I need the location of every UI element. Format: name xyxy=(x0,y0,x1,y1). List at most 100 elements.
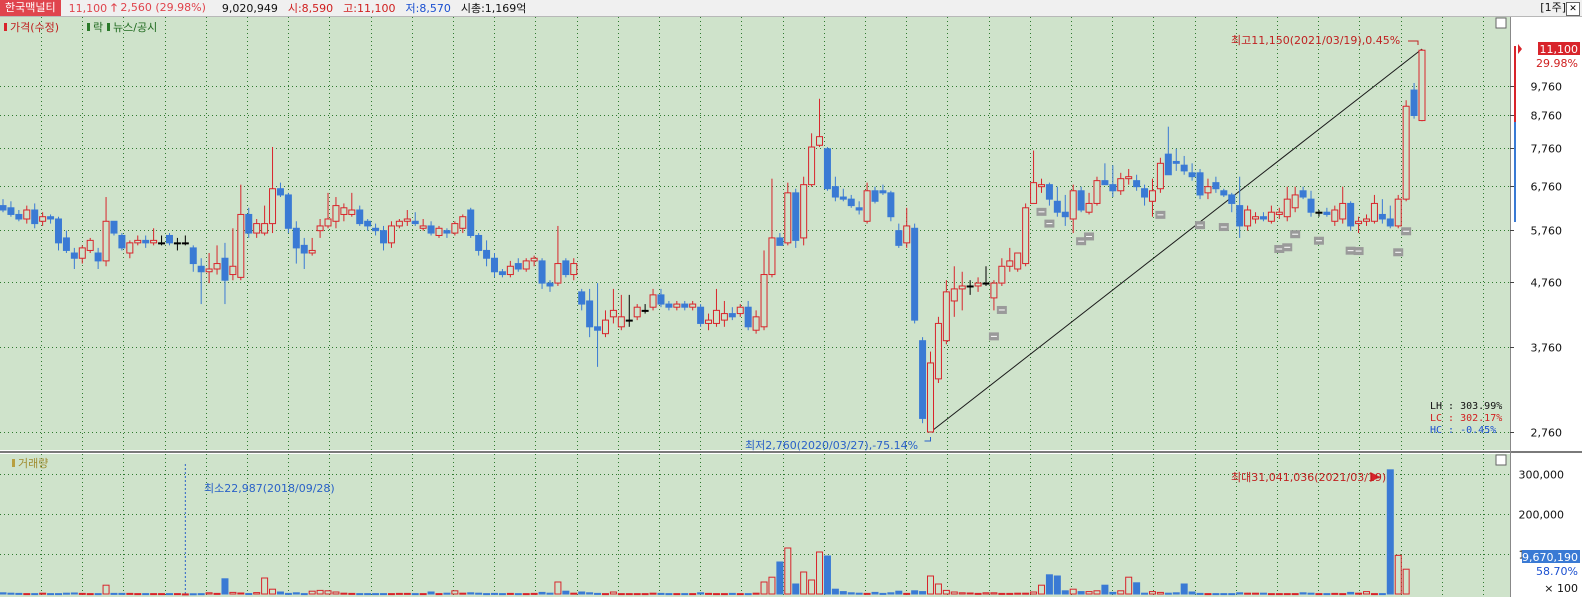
volume-bar xyxy=(1022,592,1030,595)
candle-body xyxy=(570,263,578,276)
volume-bar xyxy=(1014,592,1022,595)
up-arrow-icon: 🡑 xyxy=(111,0,117,14)
max-volume-marker xyxy=(1370,472,1381,482)
candle xyxy=(720,300,728,327)
candle xyxy=(855,201,863,215)
volume-bar xyxy=(173,593,181,596)
volume-legend-icon xyxy=(12,459,15,467)
news-legend[interactable]: 뉴스/공시 xyxy=(113,21,157,34)
volume-bar xyxy=(538,591,546,595)
volume-bar xyxy=(1125,576,1133,595)
candle-body xyxy=(1045,184,1053,200)
period-selector[interactable]: [1주] xyxy=(1540,0,1566,16)
candle-body xyxy=(1252,216,1260,220)
candle xyxy=(1164,126,1172,176)
candle xyxy=(372,223,380,236)
candle-body xyxy=(443,230,451,234)
candle-body xyxy=(855,207,863,211)
candle xyxy=(1188,163,1196,181)
candle xyxy=(1045,182,1053,206)
candle-body xyxy=(1386,218,1394,227)
close-icon[interactable]: ✕ xyxy=(1566,2,1580,16)
candle-body xyxy=(1093,180,1101,204)
price-legend[interactable]: 가격(수정) xyxy=(10,21,59,34)
news-icon xyxy=(1353,247,1364,256)
volume-bar xyxy=(1315,593,1323,596)
rak-legend[interactable]: 락 xyxy=(93,21,103,34)
candle xyxy=(62,230,70,254)
candle xyxy=(1410,83,1418,119)
candle-body xyxy=(1291,194,1299,209)
candle-body xyxy=(205,268,213,273)
candle-body xyxy=(1244,209,1252,227)
candle-body xyxy=(1410,89,1418,116)
volume-bar xyxy=(823,555,831,595)
candle-body xyxy=(657,294,665,305)
volume-bar xyxy=(641,593,649,596)
volume-bar xyxy=(324,590,332,595)
candle xyxy=(70,247,78,270)
candle-body xyxy=(253,223,261,234)
candle xyxy=(530,255,538,267)
candle xyxy=(253,218,261,238)
volume-bar xyxy=(784,547,792,595)
candle-body xyxy=(1331,209,1339,222)
candle-body xyxy=(47,216,55,220)
candle-body xyxy=(736,306,744,315)
open-value: :8,590 xyxy=(297,2,334,15)
candle-body xyxy=(594,326,602,331)
volume-bar xyxy=(1180,583,1188,595)
candle-body xyxy=(395,220,403,227)
candle xyxy=(1378,199,1386,224)
candle xyxy=(927,351,935,433)
volume-legend[interactable]: 거래량 xyxy=(18,457,48,470)
candle-body xyxy=(990,282,998,299)
candle-body xyxy=(697,306,705,324)
candle-body xyxy=(879,190,887,194)
candle xyxy=(498,269,506,278)
candle xyxy=(1133,174,1141,191)
candle-body xyxy=(1156,162,1164,190)
volume-bar xyxy=(601,593,609,596)
price-tick-label: 2,760 xyxy=(1531,427,1563,440)
volume-bar xyxy=(1196,592,1204,595)
candle xyxy=(221,242,229,305)
candle-body xyxy=(467,209,475,236)
current-vol-ratio-tag-bg xyxy=(1522,564,1580,577)
volume-bar xyxy=(94,593,102,596)
candle xyxy=(7,201,15,217)
candle xyxy=(483,240,491,267)
candle xyxy=(276,182,284,198)
volume-bar xyxy=(736,593,744,596)
candle-body xyxy=(403,218,411,222)
candle-body xyxy=(78,247,86,259)
price-tick-label: 3,760 xyxy=(1531,342,1563,355)
volume-bar xyxy=(1267,593,1275,596)
volume-panel xyxy=(0,454,1510,597)
candle xyxy=(1283,186,1291,222)
price-tick-label: 6,760 xyxy=(1531,181,1563,194)
candle xyxy=(356,205,364,226)
candle-body xyxy=(31,209,39,225)
candle-body xyxy=(1394,198,1402,227)
candle-body xyxy=(483,249,491,259)
volume-bar xyxy=(364,593,372,596)
stock-name-button[interactable]: 한국맥널티 xyxy=(0,0,61,16)
candle-body xyxy=(23,209,31,220)
candle-body xyxy=(974,282,982,287)
candle-body xyxy=(530,257,538,262)
volume-bar xyxy=(197,593,205,596)
candle xyxy=(752,310,760,334)
volume-min-annotation: 최소22,987(2018/09/28) xyxy=(204,482,335,495)
candle-body xyxy=(1164,153,1172,176)
volume-bar xyxy=(633,593,641,596)
volume-bar xyxy=(800,571,808,595)
candle-body xyxy=(1220,190,1228,196)
candle xyxy=(435,225,443,238)
candle xyxy=(649,288,657,311)
volume-bar xyxy=(205,592,213,595)
candle-body xyxy=(348,209,356,215)
volume-bar xyxy=(514,593,522,596)
volume-bar xyxy=(609,591,617,595)
